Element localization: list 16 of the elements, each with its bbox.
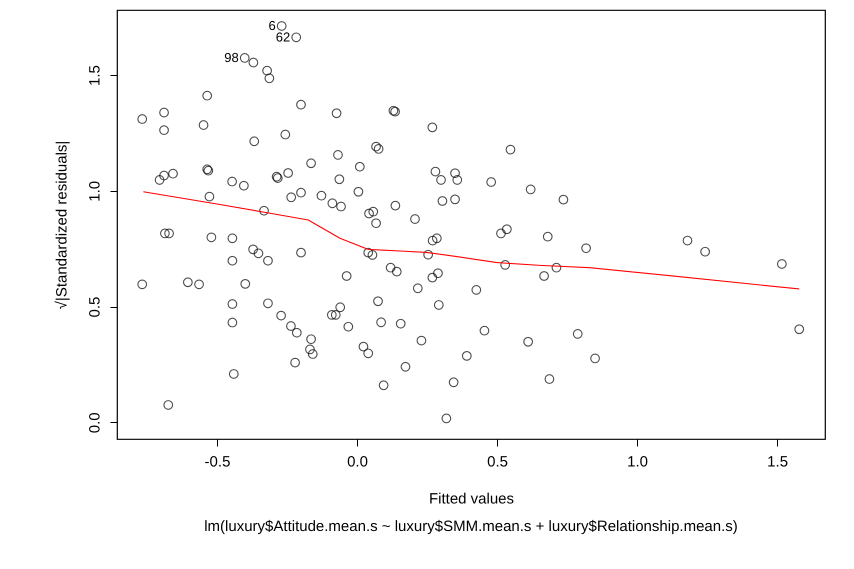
x-tick-label: 0.0 (347, 454, 368, 470)
annotation: 62 (276, 29, 290, 44)
y-tick-label: 0.0 (86, 412, 104, 434)
x-axis-title: Fitted values (428, 490, 514, 508)
line-series (142, 191, 800, 290)
annotation: 98 (224, 50, 239, 65)
y-axis-title: √|Standardized residuals| (54, 140, 70, 310)
x-tick-label: -0.5 (204, 454, 230, 470)
x-tick-label: 1.5 (767, 454, 788, 470)
annotation: 6 (268, 18, 276, 33)
x-tick-label: 1.0 (627, 454, 648, 470)
text: lm(luxury$Attitude.mean.s ~ luxury$SMM.mean.s + luxury$Relationship.mean.s) (204, 518, 738, 535)
y-tick-label: 1.0 (86, 180, 104, 202)
y-tick-label: 0.5 (86, 296, 104, 318)
y-tick-label: 1.5 (86, 65, 104, 86)
x-tick-label: 0.5 (487, 454, 508, 470)
